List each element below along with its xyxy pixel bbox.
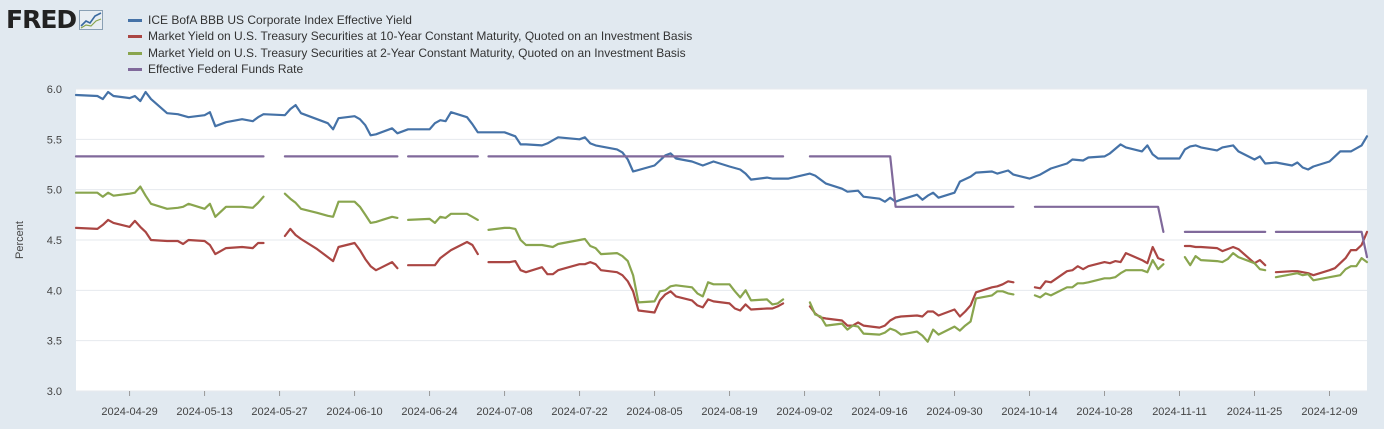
legend-item: Market Yield on U.S. Treasury Securities… (128, 28, 692, 44)
x-tick-label: 2024-11-25 (1227, 406, 1282, 418)
x-tick-label: 2024-12-09 (1301, 406, 1357, 418)
legend-label: Market Yield on U.S. Treasury Securities… (148, 45, 686, 60)
line-graph-icon (79, 10, 104, 30)
legend-item: Market Yield on U.S. Treasury Securities… (128, 45, 692, 61)
series-line-3 (74, 185, 265, 218)
series-line-3 (1274, 257, 1369, 282)
y-tick-label: 5.0 (47, 185, 62, 197)
x-tick-label: 2024-07-08 (476, 406, 532, 418)
x-tick-label: 2024-10-28 (1076, 406, 1132, 418)
series-line-3 (407, 212, 479, 224)
y-tick-label: 5.5 (47, 134, 62, 146)
series-line-2 (1033, 245, 1165, 290)
x-tick-label: 2024-08-05 (626, 406, 682, 418)
x-tick-label: 2024-09-30 (926, 406, 982, 418)
x-tick-label: 2024-11-11 (1152, 406, 1207, 418)
series-line-2 (808, 280, 1015, 329)
legend-label: Effective Federal Funds Rate (148, 62, 304, 77)
fred-logo-text: FRED (6, 5, 77, 34)
y-tick-label: 4.0 (47, 285, 62, 297)
x-tick-label: 2024-04-29 (101, 406, 157, 418)
series-line-1 (74, 90, 1369, 203)
legend-item: Effective Federal Funds Rate (128, 61, 692, 77)
y-tick-label: 3.0 (47, 386, 62, 398)
series-line-3 (808, 290, 1015, 343)
chart-legend: ICE BofA BBB US Corporate Index Effectiv… (128, 12, 692, 78)
legend-label: ICE BofA BBB US Corporate Index Effectiv… (148, 13, 412, 27)
x-tick-label: 2024-09-16 (851, 406, 907, 418)
legend-item: ICE BofA BBB US Corporate Index Effectiv… (128, 12, 692, 28)
series-line-2 (74, 218, 265, 256)
y-tick-label: 4.5 (47, 235, 62, 247)
fred-logo[interactable]: FRED (6, 5, 104, 34)
series-line-2 (1274, 230, 1369, 277)
series-line-3 (1183, 252, 1267, 272)
x-tick-label: 2024-06-24 (401, 406, 457, 418)
series-line-2 (487, 260, 785, 314)
x-tick-label: 2024-10-14 (1001, 406, 1057, 418)
series-line-3 (1033, 259, 1165, 299)
legend-label: Market Yield on U.S. Treasury Securities… (148, 29, 693, 44)
legend-swatch (128, 18, 142, 22)
series-line-4 (808, 155, 1015, 208)
legend-swatch (128, 35, 142, 39)
series-line-3 (283, 192, 399, 224)
x-tick-label: 2024-09-02 (776, 406, 832, 418)
y-axis-title: Percent (14, 221, 26, 259)
x-tick-label: 2024-05-27 (251, 406, 307, 418)
y-tick-label: 6.0 (47, 84, 62, 96)
series-line-4 (1274, 230, 1369, 259)
x-tick-label: 2024-08-19 (701, 406, 757, 418)
series-line-2 (407, 240, 479, 267)
x-tick-label: 2024-05-13 (176, 406, 232, 418)
series-line-2 (283, 227, 399, 272)
y-tick-label: 3.5 (47, 336, 62, 348)
x-tick-label: 2024-07-22 (551, 406, 607, 418)
series-line-3 (487, 226, 785, 306)
x-tick-label: 2024-06-10 (326, 406, 382, 418)
legend-swatch (128, 51, 142, 55)
legend-swatch (128, 67, 142, 71)
series-line-4 (1033, 205, 1165, 233)
